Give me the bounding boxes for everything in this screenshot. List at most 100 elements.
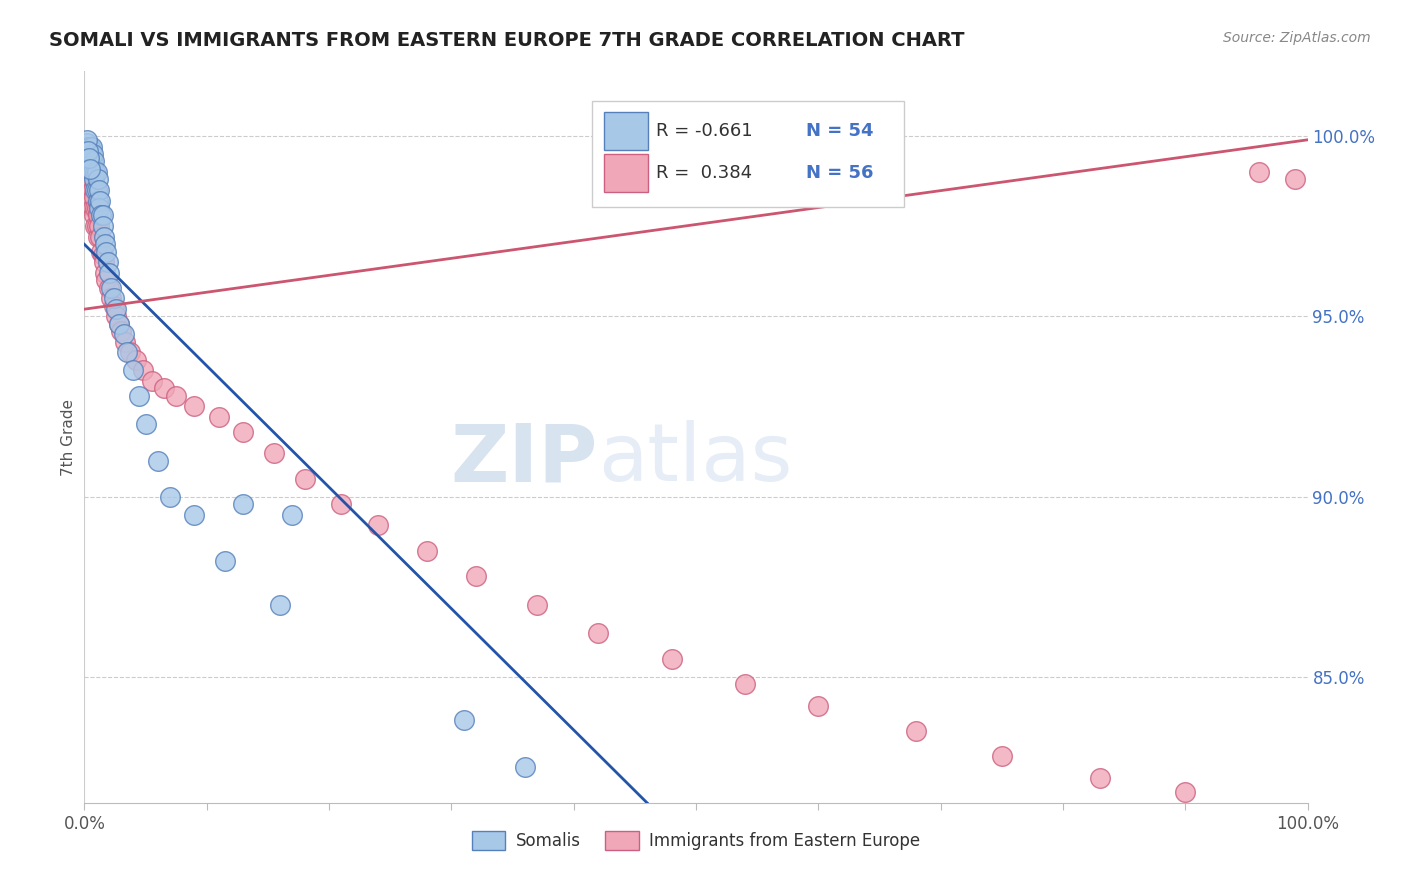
Point [87, 201, 110, 215]
Point [94, 266, 117, 280]
Point [153, 381, 176, 395]
Point [905, 723, 928, 738]
Point [991, 748, 1014, 763]
Text: atlas: atlas [598, 420, 793, 498]
Point [269, 598, 291, 612]
Point [103, 291, 125, 305]
Point [183, 508, 205, 522]
Text: Source: ZipAtlas.com: Source: ZipAtlas.com [1223, 31, 1371, 45]
Point [82, 165, 104, 179]
Point [453, 713, 475, 727]
Point [76, 136, 98, 151]
Point [86, 165, 108, 179]
Point [84, 165, 107, 179]
Point [107, 317, 129, 331]
Point [87, 194, 110, 208]
Point [91, 209, 114, 223]
Point [80, 140, 103, 154]
Point [77, 154, 100, 169]
Point [100, 291, 122, 305]
Point [416, 543, 439, 558]
Point [183, 400, 205, 414]
Point [1247, 165, 1270, 179]
Point [661, 651, 683, 665]
Point [128, 389, 150, 403]
Point [80, 154, 103, 169]
Point [100, 280, 122, 294]
FancyBboxPatch shape [605, 112, 648, 150]
Point [115, 345, 138, 359]
Text: N = 56: N = 56 [806, 164, 873, 182]
Point [86, 219, 108, 234]
Point [208, 410, 231, 425]
Point [464, 569, 486, 583]
Point [159, 490, 181, 504]
Point [77, 147, 100, 161]
Point [77, 172, 100, 186]
Point [526, 598, 548, 612]
Point [82, 201, 104, 215]
Point [122, 363, 145, 377]
Point [132, 363, 155, 377]
Point [103, 299, 125, 313]
Point [84, 201, 107, 215]
Y-axis label: 7th Grade: 7th Grade [60, 399, 76, 475]
Point [93, 230, 115, 244]
Point [97, 255, 120, 269]
Point [96, 273, 118, 287]
FancyBboxPatch shape [605, 154, 648, 192]
Point [90, 209, 112, 223]
Point [89, 230, 111, 244]
Point [94, 237, 117, 252]
Text: N = 54: N = 54 [806, 121, 873, 140]
Point [105, 302, 128, 317]
Point [91, 248, 114, 262]
Point [97, 266, 120, 280]
Point [79, 165, 101, 179]
Point [165, 389, 187, 403]
Point [77, 140, 100, 154]
Point [91, 219, 114, 234]
Point [112, 327, 135, 342]
Point [734, 677, 756, 691]
Point [80, 190, 103, 204]
Point [86, 201, 108, 215]
Point [125, 352, 148, 367]
Point [86, 183, 108, 197]
Point [79, 140, 101, 154]
Point [96, 244, 118, 259]
Point [79, 147, 101, 161]
Point [107, 317, 129, 331]
Point [146, 453, 169, 467]
Point [87, 172, 110, 186]
Point [114, 334, 136, 349]
Point [1284, 172, 1306, 186]
Point [89, 194, 111, 208]
Point [232, 497, 254, 511]
Point [263, 446, 285, 460]
Point [83, 154, 105, 169]
Point [330, 497, 353, 511]
Point [232, 425, 254, 439]
Point [84, 183, 107, 197]
Point [97, 280, 120, 294]
Text: R =  0.384: R = 0.384 [655, 164, 752, 182]
Point [214, 554, 236, 568]
Point [79, 161, 101, 176]
Point [513, 760, 536, 774]
Point [1174, 785, 1197, 799]
Point [77, 144, 100, 158]
Point [87, 230, 110, 244]
Point [76, 133, 98, 147]
Point [82, 147, 104, 161]
Point [83, 190, 105, 204]
Legend: Somalis, Immigrants from Eastern Europe: Somalis, Immigrants from Eastern Europe [465, 824, 927, 856]
Point [84, 219, 107, 234]
Point [1088, 771, 1111, 785]
Point [87, 183, 110, 197]
Point [118, 345, 141, 359]
Point [93, 255, 115, 269]
Text: SOMALI VS IMMIGRANTS FROM EASTERN EUROPE 7TH GRADE CORRELATION CHART: SOMALI VS IMMIGRANTS FROM EASTERN EUROPE… [49, 31, 965, 50]
Point [135, 417, 157, 432]
Point [82, 183, 104, 197]
